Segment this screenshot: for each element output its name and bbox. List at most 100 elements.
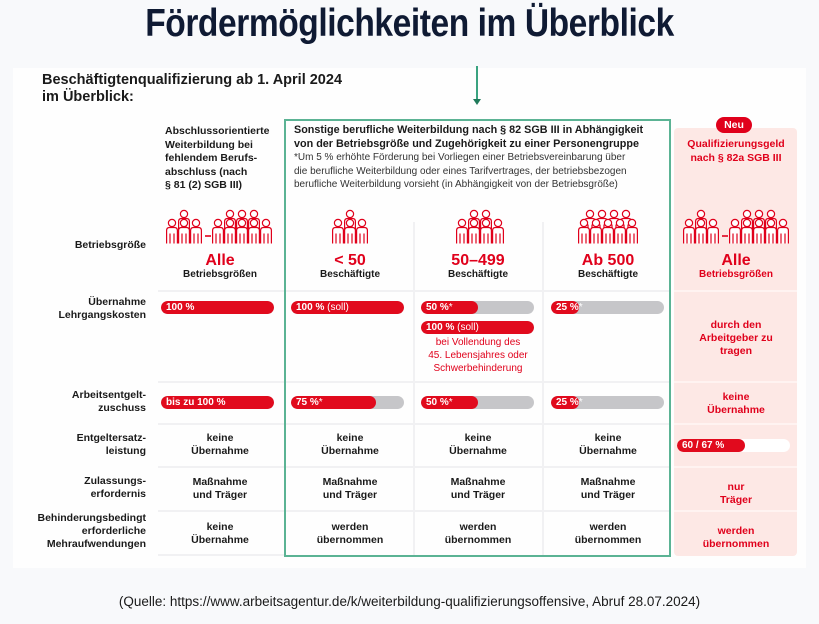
header-line: Abschlussorientierte xyxy=(165,125,270,137)
subtitle-line: im Überblick: xyxy=(42,89,134,105)
funding-bar: 100 % (soll) xyxy=(421,321,534,334)
cell-value: keine Übernahme xyxy=(160,432,280,458)
header-line: § 81 (2) SGB III) xyxy=(165,179,243,191)
cell-value: werden übernommen xyxy=(548,521,668,547)
row-label-zulassung: Zulassungs- erfordernis xyxy=(0,475,146,501)
person-figure xyxy=(777,218,789,244)
person-figure xyxy=(260,218,272,244)
arrow-head-icon xyxy=(473,99,481,105)
person-figure xyxy=(344,218,356,244)
cell-line: Übernahme xyxy=(449,445,507,457)
down-arrow-icon xyxy=(476,66,478,102)
cell-line: und Träger xyxy=(322,489,378,501)
people-large-group-icon xyxy=(578,209,638,244)
person-figure xyxy=(729,218,741,244)
person-figure xyxy=(626,218,638,244)
cell-value: werden übernommen xyxy=(418,521,538,547)
cell-line: Maßnahme xyxy=(192,476,248,488)
person-figure xyxy=(741,218,753,244)
person-figure xyxy=(614,218,626,244)
cell-value: Maßnahme und Träger xyxy=(548,476,668,502)
row-divider xyxy=(674,466,797,468)
funding-bar: 75 %* xyxy=(291,396,404,409)
new-column-background xyxy=(674,128,797,556)
main-title: Fördermöglichkeiten im Überblick xyxy=(145,2,674,45)
cell-line: keine xyxy=(206,432,234,444)
funding-bar: bis zu 100 % xyxy=(161,396,274,409)
person-figure xyxy=(178,218,190,244)
cell-line: keine xyxy=(594,432,622,444)
row-label-mehraufwendungen: Behinderungsbedingt erforderliche Mehrau… xyxy=(0,512,147,551)
subtitle-line: Beschäftigtenqualifizierung ab 1. April … xyxy=(42,72,343,88)
funding-bar: 60 / 67 % xyxy=(677,439,790,452)
row-label-entgeltersatz: Entgeltersatz- leistung xyxy=(0,432,146,458)
label-line: Behinderungsbedingt xyxy=(37,512,147,524)
label-line: Arbeitsentgelt- xyxy=(71,389,146,401)
cell-line: keine xyxy=(464,432,492,444)
row-divider xyxy=(674,423,797,425)
row-label-arbeitsentgelt: Arbeitsentgelt- zuschuss xyxy=(0,389,146,415)
cell-line: Maßnahme xyxy=(322,476,378,488)
size-unit: Beschäftigte xyxy=(577,269,638,280)
bar-label: 25 %* xyxy=(556,302,583,313)
row-divider xyxy=(674,510,797,512)
cell-line: Übernahme xyxy=(707,404,765,416)
cell-value: keine Übernahme xyxy=(548,432,668,458)
bar-fill xyxy=(551,301,580,314)
header-line: Qualifizierungsgeld xyxy=(687,138,785,150)
cell-line: Maßnahme xyxy=(450,476,506,488)
bar-fill xyxy=(291,396,376,409)
column-divider xyxy=(413,222,415,556)
cell-line: Übernahme xyxy=(579,445,637,457)
cell-value: Maßnahme und Träger xyxy=(290,476,410,502)
bar-label: 100 % xyxy=(166,302,195,313)
person-figure xyxy=(590,218,602,244)
cell-value: durch den Arbeitgeber zu tragen xyxy=(676,319,796,358)
bar-fill xyxy=(421,321,534,334)
header-line: nach § 82a SGB III xyxy=(690,151,782,164)
cell-line: und Träger xyxy=(580,489,636,501)
footnote-line: die berufliche Weiterbildung oder eines … xyxy=(294,165,627,177)
header-line: Weiterbildung bei xyxy=(165,138,253,151)
bar-fill xyxy=(291,301,404,314)
cell-line: werden xyxy=(331,521,369,533)
row-divider xyxy=(674,381,797,383)
person-figure xyxy=(190,218,202,244)
bar-label: 50 %* xyxy=(426,397,453,408)
cell-line: Übernahme xyxy=(321,445,379,457)
cell-value: werden übernommen xyxy=(290,521,410,547)
label-line: zuschuss xyxy=(98,402,146,414)
cell-value: nur Träger xyxy=(676,481,796,507)
cell-value: keine Übernahme xyxy=(290,432,410,458)
label-line: Zulassungs- xyxy=(84,475,146,487)
person-figure xyxy=(332,218,344,244)
person-figure xyxy=(753,218,765,244)
person-figure xyxy=(236,218,248,244)
cell-line: keine xyxy=(206,521,234,533)
person-figure xyxy=(166,218,178,244)
size-value: < 50 xyxy=(334,252,366,269)
size-value: Ab 500 xyxy=(581,252,635,269)
cell-line: werden xyxy=(459,521,497,533)
source-citation: (Quelle: https://www.arbeitsagentur.de/k… xyxy=(118,594,701,609)
cell-line: und Träger xyxy=(450,489,506,501)
label-line: Übernahme xyxy=(88,296,146,308)
bar-label: 50 %* xyxy=(426,302,453,313)
label-line: Lehrgangskosten xyxy=(58,309,146,321)
bar-fill xyxy=(421,396,478,409)
cell-line: Arbeitgeber zu xyxy=(699,332,773,344)
cell-value: keine Übernahme xyxy=(160,521,280,547)
header-line: von der Betriebsgröße und Zugehörigkeit … xyxy=(294,137,639,150)
new-badge: Neu xyxy=(716,117,752,133)
cell-line: keine xyxy=(722,391,750,403)
cell-value: Maßnahme und Träger xyxy=(160,476,280,502)
header-line: fehlendem Berufs- xyxy=(165,152,258,164)
label-line: Entgeltersatz- xyxy=(76,432,146,444)
header-line: Sonstige berufliche Weiterbildung nach §… xyxy=(294,124,644,136)
size-unit: Betriebsgrößen xyxy=(183,269,257,280)
funding-bar: 25 %* xyxy=(551,301,664,314)
funding-bar: 100 % xyxy=(161,301,274,314)
cell-line: übernommen xyxy=(316,534,384,546)
bar-fill xyxy=(161,301,274,314)
row-label-betriebsgroesse: Betriebsgröße xyxy=(74,239,146,251)
